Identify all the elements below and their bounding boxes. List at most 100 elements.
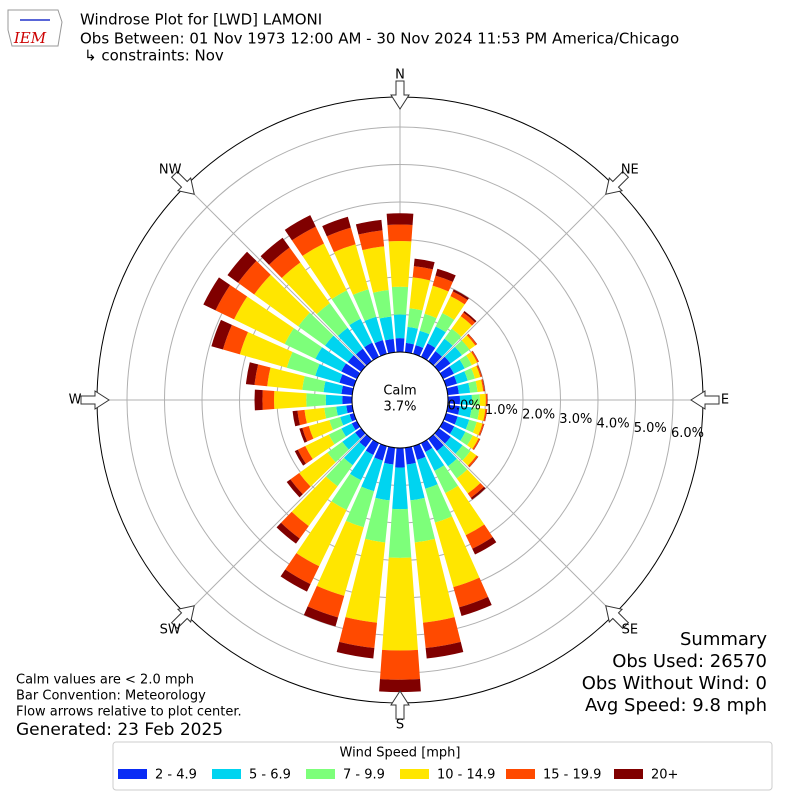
polar-plot <box>80 80 720 720</box>
rose-bar <box>420 343 436 361</box>
compass-arrow <box>690 390 720 410</box>
rose-bar <box>459 394 472 406</box>
rose-bar <box>395 447 405 468</box>
r-tick-label: 0.0% <box>448 398 481 413</box>
chart-title: Windrose Plot for [LWD] LAMONI <box>80 11 322 29</box>
rose-bar <box>479 423 485 436</box>
rose-bar <box>444 436 463 454</box>
rose-bar <box>285 553 320 585</box>
rose-bar <box>364 316 383 344</box>
rose-bar <box>425 641 464 659</box>
rose-bar <box>466 351 478 366</box>
rose-bar <box>404 446 416 465</box>
rose-bar <box>361 457 383 492</box>
constraints: ↳ constraints: Nov <box>84 47 224 65</box>
rose-bar <box>434 465 459 494</box>
calm-value: 3.7% <box>383 400 416 415</box>
rose-bar <box>405 326 418 345</box>
rose-bar <box>239 332 293 368</box>
rose-bar <box>447 395 460 405</box>
legend-swatch <box>506 769 535 779</box>
rose-bar <box>203 277 231 311</box>
rose-bar <box>306 393 326 407</box>
rose-bar <box>337 327 363 355</box>
rose-bar <box>392 467 408 510</box>
rose-bar <box>458 406 472 418</box>
logo-outline <box>7 9 63 47</box>
rose-bar <box>268 247 301 279</box>
rose-bar <box>299 427 308 443</box>
rose-bar <box>407 308 423 329</box>
compass-label: NW <box>159 163 182 178</box>
rose-bar <box>460 312 476 326</box>
rose-bar <box>260 237 290 265</box>
legend-label: 5 - 6.9 <box>249 768 291 783</box>
rose-bar <box>339 617 377 649</box>
rose-bar <box>296 501 347 567</box>
rose-bar <box>384 446 396 465</box>
chart-subtitle: Obs Between: 01 Nov 1973 12:00 AM - 30 N… <box>80 30 679 48</box>
rose-bar <box>341 423 356 437</box>
rose-bar <box>323 381 343 394</box>
rose-bar <box>292 410 300 427</box>
rose-bar <box>425 447 445 471</box>
rose-bar <box>465 524 493 549</box>
rose-bar <box>341 363 361 380</box>
rose-bar <box>434 356 451 372</box>
logo-text: IEM <box>13 29 47 47</box>
compass-arrow <box>80 390 110 410</box>
rose-bar <box>444 346 462 364</box>
rose-bar <box>297 409 307 426</box>
rose-bar <box>262 390 275 410</box>
rose-bar <box>414 538 455 623</box>
r-tick-label: 2.0% <box>522 407 555 422</box>
rose-bar <box>355 219 383 235</box>
rose-bar <box>325 457 353 487</box>
legend-label: 10 - 14.9 <box>437 768 495 783</box>
rose-bar <box>412 266 433 281</box>
rose-bar <box>284 215 316 241</box>
rose-bar <box>391 286 409 315</box>
compass-arrow <box>390 690 410 720</box>
rose-bar <box>481 379 485 392</box>
rose-bar <box>284 328 323 359</box>
rose-bar <box>450 291 468 305</box>
rose-bar <box>470 486 486 500</box>
legend-label: 2 - 4.9 <box>155 768 197 783</box>
rose-bar <box>436 445 457 467</box>
r-tick-label: 3.0% <box>559 412 592 427</box>
arrow-shape <box>80 390 110 410</box>
rose-bar <box>342 395 353 405</box>
arrow-shape <box>390 80 410 110</box>
legend-swatch <box>614 769 643 779</box>
rose-bar <box>445 485 485 536</box>
compass-label: SE <box>622 622 638 637</box>
rose-bar <box>328 428 346 445</box>
note: Bar Convention: Meteorology <box>16 689 206 704</box>
rose-bar <box>452 289 469 301</box>
rose-bar <box>336 405 348 416</box>
rose-bar <box>435 338 453 357</box>
rose-bar <box>374 340 387 357</box>
compass-label: SW <box>160 622 181 637</box>
rose-bar <box>419 313 437 335</box>
rose-bar <box>479 393 486 407</box>
compass-label: E <box>721 393 729 408</box>
legend-title: Wind Speed [mph] <box>340 746 461 761</box>
rose-bar <box>346 404 354 414</box>
rose-bar <box>385 338 396 354</box>
rose-bar <box>379 316 394 341</box>
rose-bar <box>475 379 484 392</box>
rose-bar <box>349 318 373 348</box>
rose-bar <box>454 416 470 430</box>
rose-bar <box>459 596 492 617</box>
rose-bar <box>276 522 300 544</box>
rose-bar <box>428 434 444 452</box>
calm-circle <box>351 351 449 449</box>
rose-bar <box>423 617 461 649</box>
legend-box <box>112 741 773 791</box>
rose-bar <box>331 290 361 326</box>
rose-bar <box>457 382 471 394</box>
